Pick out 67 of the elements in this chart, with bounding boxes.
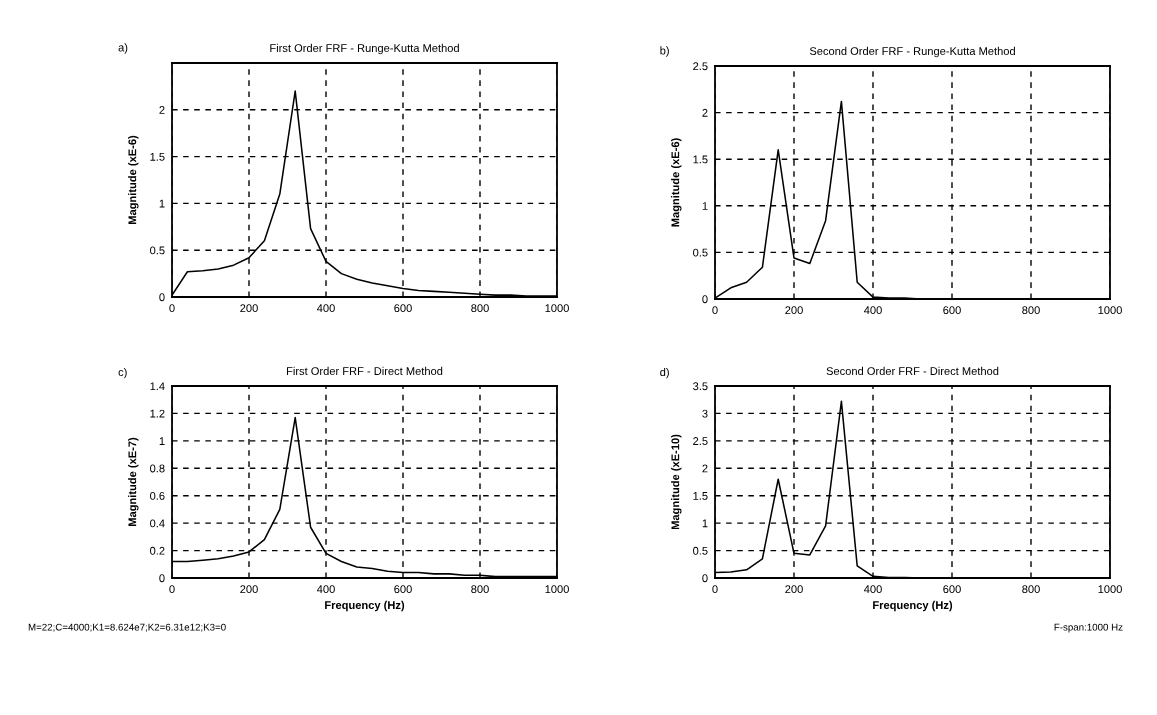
x-tick-label: 200 — [785, 306, 803, 315]
chart-title: Second Order FRF - Direct Method — [826, 366, 999, 375]
x-tick-label: 600 — [394, 585, 412, 594]
y-tick-label: 1 — [159, 199, 165, 208]
x-tick-label: 400 — [863, 306, 882, 315]
y-tick-label: 0 — [159, 574, 165, 583]
chart-title: First Order FRF - Runge-Kutta Method — [270, 43, 459, 55]
y-tick-label: 2 — [702, 108, 708, 117]
x-tick-label: 600 — [394, 304, 412, 313]
text: M=22;C=4000;K1=8.624e7;K2=6.31e12;K3=0 — [28, 623, 226, 632]
x-tick-label: 400 — [863, 585, 882, 594]
x-tick-label: 400 — [316, 585, 335, 594]
y-tick-label: 0.6 — [150, 491, 165, 500]
y-tick-label: 0 — [159, 293, 165, 302]
y-tick-label: 1 — [702, 202, 708, 210]
y-tick-label: 1.5 — [150, 152, 165, 161]
y-axis-title: Magnitude (xE-7) — [128, 437, 139, 527]
y-axis-title: Magnitude (xE-10) — [671, 434, 682, 530]
y-tick-label: 2 — [159, 106, 165, 114]
y-tick-label: 1.5 — [693, 155, 708, 164]
y-tick-label: 0.2 — [150, 546, 165, 555]
y-tick-label: 3.5 — [693, 382, 708, 391]
y-tick-label: 1.5 — [693, 492, 708, 500]
x-tick-label: 0 — [169, 304, 175, 313]
y-tick-label: 2.5 — [693, 62, 708, 71]
x-tick-label: 1000 — [545, 585, 569, 594]
x-tick-label: 800 — [1022, 585, 1040, 594]
text: F-span:1000 Hz — [1054, 623, 1123, 633]
x-tick-label: 200 — [240, 585, 258, 594]
chart-title: Second Order FRF - Runge-Kutta Method — [809, 46, 1015, 58]
x-tick-label: 0 — [712, 306, 718, 315]
y-tick-label: 3 — [702, 409, 708, 418]
y-tick-label: 1 — [702, 519, 708, 528]
y-tick-label: 2.5 — [693, 437, 708, 445]
text: a) — [118, 43, 128, 54]
x-tick-label: 800 — [471, 585, 489, 594]
x-tick-label: 400 — [316, 304, 335, 313]
x-tick-label: 600 — [943, 585, 961, 594]
x-axis-title: Frequency (Hz) — [325, 600, 405, 612]
x-tick-label: 800 — [471, 304, 489, 313]
y-tick-label: 1 — [159, 437, 165, 445]
text: d) — [660, 367, 669, 379]
y-tick-label: 0.8 — [150, 464, 165, 473]
y-axis-title: Magnitude (xE-6) — [128, 135, 139, 225]
y-tick-label: 0 — [702, 295, 708, 304]
y-tick-label: 0 — [702, 574, 708, 583]
y-tick-label: 2 — [702, 464, 708, 473]
x-tick-label: 200 — [785, 585, 803, 594]
x-axis-title: Frequency (Hz) — [873, 600, 953, 612]
y-tick-label: 0.4 — [150, 519, 165, 528]
x-tick-label: 600 — [943, 306, 961, 315]
x-tick-label: 0 — [169, 585, 175, 594]
y-tick-label: 1.4 — [150, 382, 165, 391]
x-tick-label: 1000 — [1098, 306, 1122, 315]
y-tick-label: 0.5 — [150, 246, 165, 255]
x-tick-label: 1000 — [545, 304, 569, 313]
x-tick-label: 0 — [712, 585, 718, 594]
x-tick-label: 200 — [240, 304, 258, 313]
y-tick-label: 0.5 — [693, 248, 708, 257]
chart-title: First Order FRF - Direct Method — [287, 366, 443, 375]
x-tick-label: 800 — [1022, 306, 1040, 315]
text: c) — [118, 367, 127, 379]
x-tick-label: 1000 — [1098, 585, 1122, 594]
y-tick-label: 1.2 — [150, 409, 165, 418]
y-tick-label: 0.5 — [693, 546, 708, 555]
text: b) — [660, 46, 669, 57]
y-axis-title: Magnitude (xE-6) — [671, 138, 682, 227]
